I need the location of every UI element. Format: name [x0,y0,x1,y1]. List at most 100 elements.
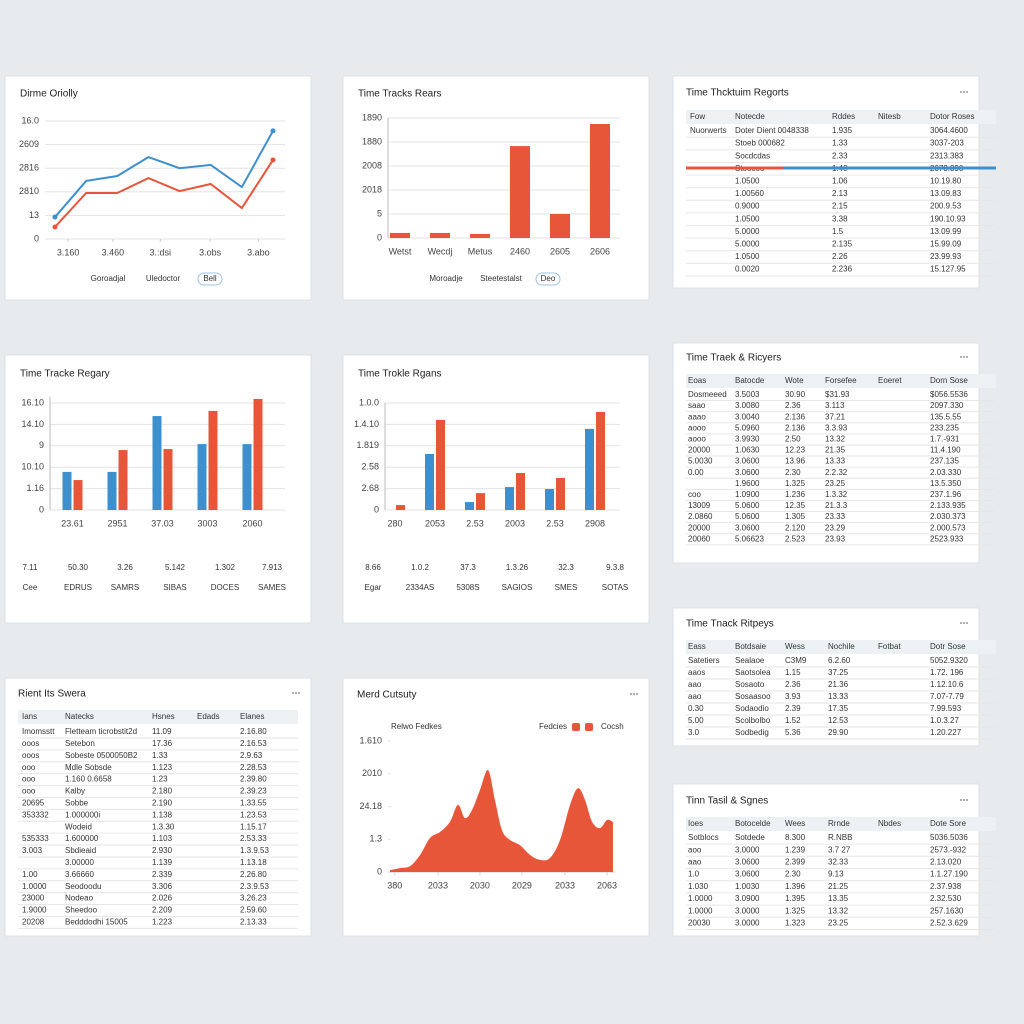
bar [510,146,530,238]
table-cell: 135.5.55 [930,412,962,421]
table-cell: 2.15 [832,202,848,211]
x-tick-label: 2.53 [466,518,484,528]
table-cell: 3.5003 [735,390,760,399]
column-header: Dotor Roses [930,112,974,121]
x-tick-label: Wetst [389,246,412,256]
legend-pill [535,272,561,286]
table-cell: 20060 [688,534,711,543]
x-tick-label: 3.abo [247,247,270,257]
stat-label: 5308S [456,583,479,592]
stat-value: 8.66 [365,563,381,572]
table-cell: C3M9 [785,656,807,665]
table-cell: 1.33 [152,751,168,760]
table-cell: 237.135 [930,457,959,466]
table-cell: 13009 [688,501,711,510]
x-tick-label: 2029 [512,880,532,890]
table-cell: 32.33 [828,858,849,867]
table-cell: 1.0500 [735,214,760,223]
table-cell: 2.30 [785,468,801,477]
menu-dot [963,356,965,358]
bar [436,419,445,510]
table-cell: 2.03.330 [930,468,962,477]
table-cell: 23.33 [825,512,846,521]
table-cell: 237.1.96 [930,490,962,499]
y-tick-label: 2008 [362,160,382,170]
table-cell: 1.15.17 [240,822,267,831]
table-cell: 7.99.593 [930,704,962,713]
menu-dot [966,799,968,801]
table-cell: 13.33 [825,457,846,466]
y-tick-label: 2810 [19,186,39,196]
table-cell: Sobeste 0500050B2 [65,751,138,760]
table-cell: 1.0030 [735,882,760,891]
bar [396,505,405,510]
menu-dot [966,622,968,624]
x-tick-label: 2606 [590,246,610,256]
table-cell: 6.2.60 [828,656,851,665]
stat-label: 2334AS [406,583,434,592]
table-cell: 2313.383 [930,151,964,160]
table-cell: 3.0000 [735,845,760,854]
x-tick-label: 2908 [585,518,605,528]
menu-dot [963,622,965,624]
table-cell: 1.33 [832,139,848,148]
table-cell: Kalby [65,787,85,796]
stat-label: SAGIOS [502,583,533,592]
table-cell: 2.135 [832,240,853,249]
table-cell: 2.32.530 [930,894,962,903]
table-cell: 23000 [22,894,45,903]
legend-label: Bell [203,274,217,283]
table-cell: 1.7.-931 [930,435,960,444]
table-cell: 535333 [22,834,49,843]
column-header: Botdsaie [735,642,767,651]
x-tick-label: 2033 [555,880,575,890]
table-cell: 17.35 [828,704,849,713]
column-header: Natecks [65,712,94,721]
table-cell: 10.19.80 [930,177,962,186]
table-cell: 3.3.93 [825,423,848,432]
stat-value: 1.302 [215,563,236,572]
table-cell: R.NBB [828,833,852,842]
stat-label: DOCES [211,583,239,592]
legend-label: Uledoctor [146,274,181,283]
table-cell: 13.09.83 [930,189,962,198]
table-cell: 15.99.09 [930,240,962,249]
column-header: Nochile [828,642,855,651]
table-cell: Sodaodio [735,704,769,713]
table-header [686,374,996,388]
table-cell: 5.0600 [735,501,760,510]
table-cell: 2.236 [832,265,853,274]
column-header: Ioes [688,819,703,828]
table-cell: 2.37.938 [930,882,962,891]
column-header: Nitesb [878,112,901,121]
table-cell: Stoeb 000682 [735,139,785,148]
table-cell: 2.59.60 [240,906,267,915]
x-tick-label: 2003 [505,518,525,528]
table-cell: aaos [688,668,705,677]
table-cell: 12.35 [785,501,806,510]
table-header [686,640,996,654]
table-cell: 5.0960 [735,423,760,432]
line-point [52,214,58,220]
table-cell: 2.136 [785,423,806,432]
table-cell: 2.2.32 [825,468,848,477]
table-cell: 2.399 [785,858,806,867]
table-cell: ooo [22,763,36,772]
table-cell: 3.66660 [65,870,94,879]
line-series [54,159,274,228]
table-cell: 1.030 [688,882,709,891]
table-cell: 20000 [688,523,711,532]
menu-dot [630,693,632,695]
x-tick-label: 2033 [428,880,448,890]
y-tick-label: 24.18 [359,801,382,811]
bar [62,471,72,510]
bar [545,489,554,510]
stat-label: Cee [23,583,38,592]
table-cell: 21.35 [825,446,846,455]
column-header: Batocde [735,376,765,385]
bar [550,214,570,238]
legend-pill [197,272,223,286]
table-cell: Imomsstt [22,727,55,736]
divider-blue [783,166,996,170]
